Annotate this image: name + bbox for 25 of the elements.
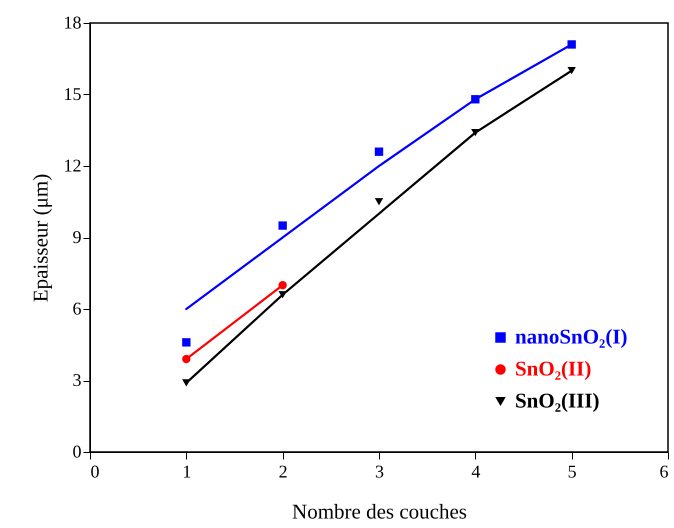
y-tick-label: 0 — [72, 442, 82, 462]
y-tick-label: 3 — [72, 370, 82, 390]
y-tick-label: 9 — [72, 227, 82, 247]
x-tick-label: 3 — [375, 462, 384, 482]
legend-label: SnO₂(II) — [515, 356, 592, 380]
x-tick-label: 6 — [660, 462, 668, 482]
x-tick-label: 1 — [182, 462, 192, 482]
point — [278, 280, 287, 290]
x-axis-title: Nombre des couches — [292, 500, 467, 524]
y-tick-label: 15 — [64, 84, 82, 104]
point — [374, 148, 384, 156]
x-tick-label: 4 — [471, 462, 480, 482]
point — [278, 221, 287, 230]
x-tick-label: 2 — [278, 462, 288, 482]
point — [182, 338, 191, 347]
y-tick-label: 12 — [64, 156, 82, 176]
y-tick-label: 18 — [64, 12, 82, 32]
legend-label: nanoSnO₂(I) — [515, 324, 628, 348]
y-axis-title: Epaisseur (μm) — [28, 174, 52, 302]
x-tick-label: 5 — [568, 462, 577, 482]
y-tick-label: 6 — [72, 298, 82, 318]
legend-label: SnO₂(III) — [515, 388, 600, 412]
x-tick-label: 0 — [90, 462, 100, 482]
point — [182, 354, 191, 364]
point — [374, 198, 384, 206]
